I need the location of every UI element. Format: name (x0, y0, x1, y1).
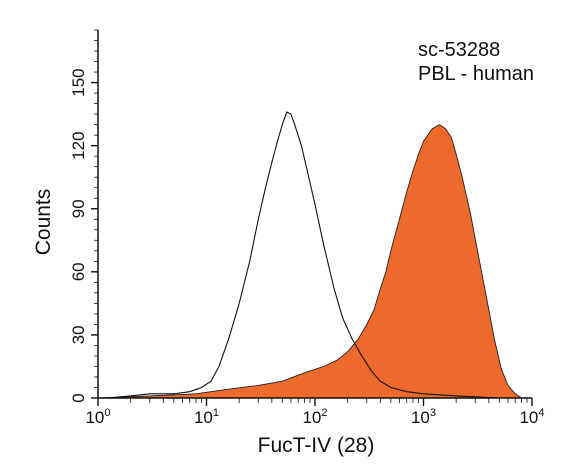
y-tick-label: 90 (69, 199, 88, 218)
ticks-layer: 0 30 60 90 120 150 100 101 102 103 104 (69, 29, 545, 427)
annotation-sample: PBL - human (418, 63, 534, 85)
y-axis-title: Counts (32, 189, 55, 256)
x-axis-title: FucT-IV (28) (258, 434, 375, 457)
x-tick-label: 104 (519, 407, 544, 427)
y-tick-label: 150 (69, 68, 88, 96)
y-tick-label: 0 (69, 393, 88, 402)
series-layer (97, 111, 532, 399)
annotation-product-code: sc-53288 (418, 39, 500, 61)
outline-histogram-series (106, 111, 532, 399)
x-tick-label: 102 (302, 407, 327, 427)
x-tick-label: 101 (194, 407, 219, 427)
y-tick-label: 120 (69, 131, 88, 159)
x-tick-label: 100 (85, 407, 110, 427)
filled-histogram-series (97, 124, 532, 399)
x-tick-label: 103 (411, 407, 436, 427)
y-tick-label: 60 (69, 262, 88, 281)
y-tick-label: 30 (69, 325, 88, 344)
